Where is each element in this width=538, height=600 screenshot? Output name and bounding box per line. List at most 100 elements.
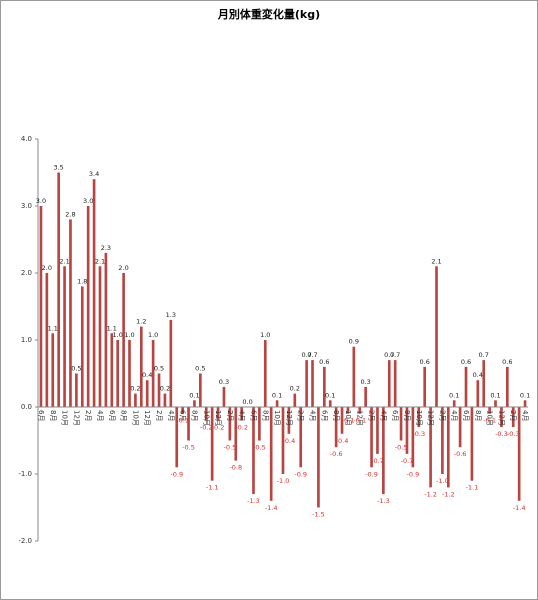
bar xyxy=(317,407,320,508)
value-label: 2.0 xyxy=(118,264,128,272)
bar xyxy=(346,407,350,414)
x-tick-label: 10月 xyxy=(486,410,494,426)
x-tick-label: 2月 xyxy=(297,410,305,421)
bar xyxy=(500,407,503,428)
bar xyxy=(199,373,202,407)
bar xyxy=(216,407,220,421)
x-tick-label: 8月 xyxy=(190,410,198,421)
value-label: 1.2 xyxy=(136,318,146,326)
value-label: -1.4 xyxy=(265,504,278,512)
value-label: 1.0 xyxy=(124,331,134,339)
x-tick-label: 6月 xyxy=(320,410,328,421)
x-tick-label: 10月 xyxy=(202,410,210,426)
bar xyxy=(322,366,326,407)
value-label: -1.3 xyxy=(247,497,260,505)
value-label: -1.0 xyxy=(436,477,449,485)
x-tick-label: 4月 xyxy=(167,410,175,421)
value-label: -1.2 xyxy=(424,490,437,498)
bar xyxy=(328,400,332,407)
value-label: -0.5 xyxy=(253,444,266,452)
y-tick-label: 1.0 xyxy=(21,336,32,344)
bar xyxy=(110,333,114,407)
value-label: -0.3 xyxy=(412,430,425,438)
value-label: -0.9 xyxy=(294,470,307,478)
bar xyxy=(51,333,55,407)
value-label: 0.7 xyxy=(301,351,311,359)
bar xyxy=(57,172,60,407)
bar xyxy=(222,386,226,407)
value-label: -0.3 xyxy=(507,430,520,438)
value-label: 0.9 xyxy=(349,338,359,346)
value-label: 0.1 xyxy=(520,391,530,399)
value-label: -1.4 xyxy=(513,504,526,512)
y-tick-label: -1.0 xyxy=(18,470,32,478)
value-label: 0.5 xyxy=(71,365,81,373)
bar xyxy=(281,407,285,474)
bar xyxy=(187,407,190,441)
y-tick-label: 2.0 xyxy=(21,269,32,277)
bar xyxy=(506,366,509,407)
x-tick-label: 4月 xyxy=(96,410,104,421)
value-label: 0.4 xyxy=(142,371,152,379)
value-label: -0.2 xyxy=(212,423,225,431)
x-tick-label: 6月 xyxy=(462,410,470,421)
bar xyxy=(104,252,108,407)
x-tick-label: 2月 xyxy=(368,410,376,421)
x-tick-label: 2月 xyxy=(226,410,234,421)
value-label: 2.1 xyxy=(59,257,69,265)
bar xyxy=(464,366,468,407)
bar xyxy=(523,400,527,407)
x-tick-label: 4月 xyxy=(309,410,317,421)
y-tick-label: 4.0 xyxy=(21,135,32,143)
bar xyxy=(122,273,125,407)
bar xyxy=(157,373,161,407)
x-tick-label: 2月 xyxy=(84,410,92,421)
x-tick-label: 4月 xyxy=(521,410,529,421)
value-label: -0.6 xyxy=(454,450,467,458)
bar xyxy=(382,407,385,495)
value-label: -1.0 xyxy=(277,477,290,485)
x-tick-label: 8月 xyxy=(403,410,411,421)
value-label: 1.3 xyxy=(166,311,176,319)
bar xyxy=(470,407,474,481)
value-label: -0.7 xyxy=(401,457,414,465)
x-tick-label: 12月 xyxy=(72,410,80,426)
value-label: 0.1 xyxy=(189,391,199,399)
value-label: -1.5 xyxy=(312,511,325,519)
bar xyxy=(116,340,120,407)
bar xyxy=(128,340,131,407)
bar xyxy=(482,360,486,407)
bar xyxy=(293,393,297,407)
bar xyxy=(80,286,84,407)
value-label: 0.3 xyxy=(219,378,229,386)
chart-title: 月別体重変化量(kg) xyxy=(217,7,320,21)
value-label: 0.5 xyxy=(195,365,205,373)
bar xyxy=(181,407,184,414)
bar xyxy=(98,266,102,407)
x-tick-label: 8月 xyxy=(120,410,128,421)
bar xyxy=(210,407,214,481)
bar xyxy=(263,340,267,407)
bar xyxy=(287,407,291,434)
value-label: -0.1 xyxy=(342,417,355,425)
value-label: 0.7 xyxy=(390,351,400,359)
x-tick-label: 2月 xyxy=(438,410,446,421)
bar xyxy=(352,346,356,407)
value-label: 1.1 xyxy=(107,324,117,332)
x-tick-label: 8月 xyxy=(49,410,57,421)
x-tick-label: 12月 xyxy=(285,410,293,426)
value-label: 2.1 xyxy=(95,257,105,265)
bar xyxy=(476,380,480,407)
value-label: 3.0 xyxy=(36,197,46,205)
value-label: -1.1 xyxy=(206,484,219,492)
value-label: -0.1 xyxy=(483,417,496,425)
x-tick-label: 8月 xyxy=(474,410,482,421)
value-label: 3.4 xyxy=(89,170,99,178)
bar xyxy=(441,407,444,474)
bar xyxy=(446,407,450,488)
bar xyxy=(240,407,244,421)
bar xyxy=(429,407,432,488)
bar xyxy=(417,407,421,428)
bar xyxy=(63,266,66,407)
